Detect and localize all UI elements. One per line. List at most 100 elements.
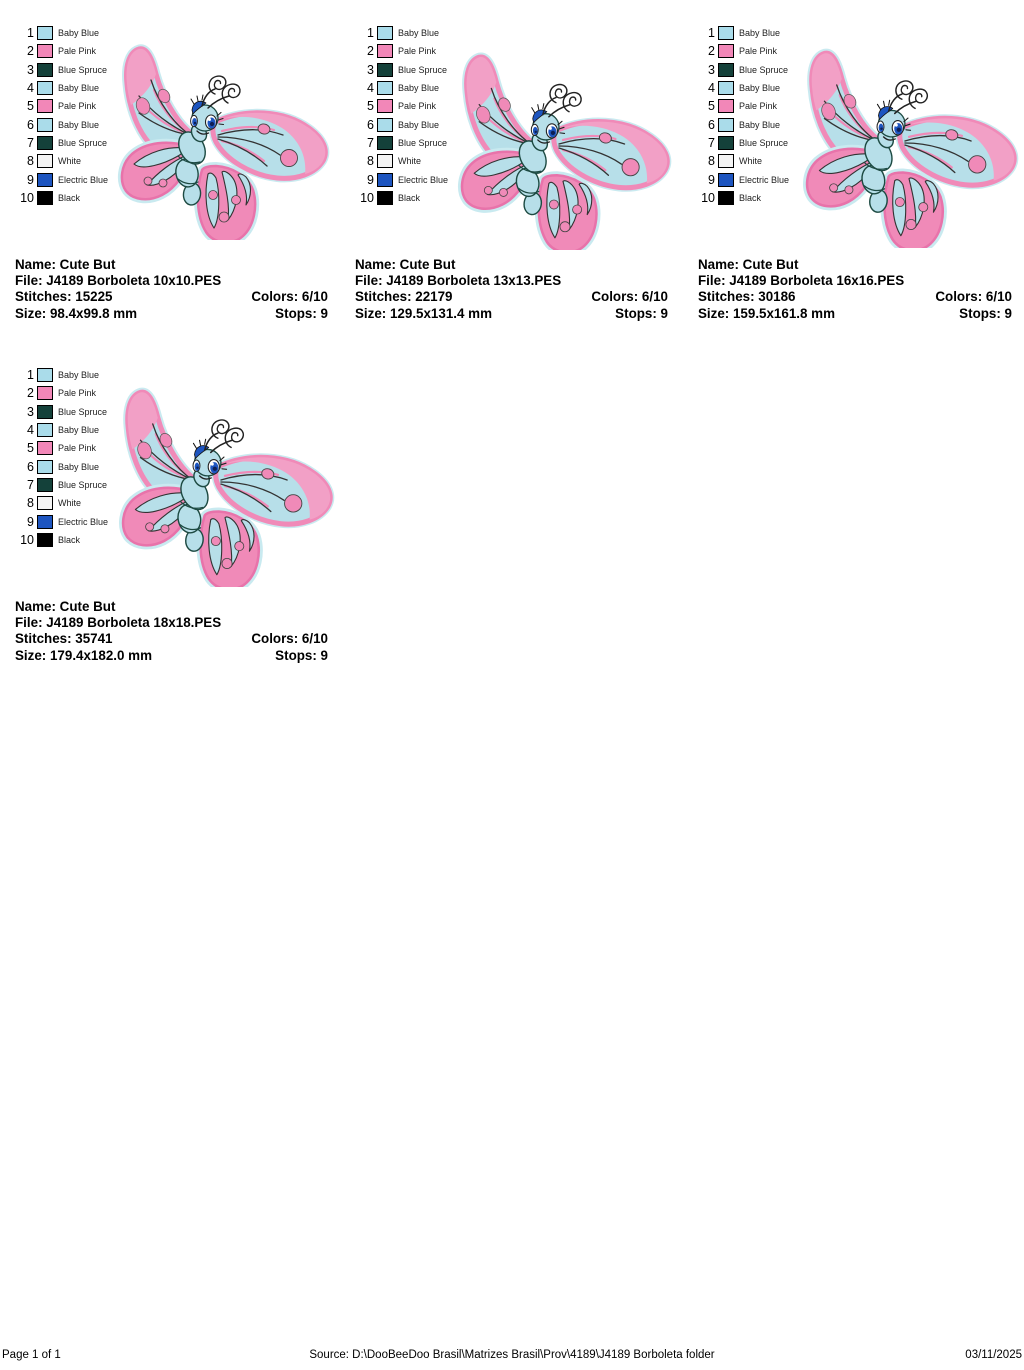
- design-file: File: J4189 Borboleta 18x18.PES: [15, 615, 222, 631]
- legend-label: Blue Spruce: [58, 479, 108, 490]
- legend-label: Pale Pink: [58, 443, 97, 454]
- legend-label: Black: [58, 534, 81, 545]
- legend-row: 6 Baby Blue: [691, 115, 789, 133]
- legend-row: 4 Baby Blue: [350, 79, 448, 97]
- color-swatch: [718, 154, 734, 169]
- legend-label: Baby Blue: [58, 370, 100, 381]
- legend-label: Baby Blue: [58, 83, 100, 94]
- design-info: Name: Cute But File: J4189 Borboleta 13x…: [355, 257, 668, 322]
- legend-number: 7: [367, 135, 374, 150]
- legend-row: 7 Blue Spruce: [10, 476, 108, 494]
- color-swatch: [377, 117, 393, 132]
- color-swatch: [37, 477, 53, 492]
- color-swatch: [37, 62, 53, 77]
- legend-row: 2 Pale Pink: [691, 42, 789, 60]
- color-swatch: [37, 423, 53, 438]
- design-name: Name: Cute But: [15, 599, 116, 614]
- thread-color-legend: 1 Baby Blue 2 Pale Pink 3 Blue Spruce 4 …: [350, 24, 448, 207]
- legend-number: 1: [27, 26, 34, 41]
- design-info: Name: Cute But File: J4189 Borboleta 16x…: [698, 257, 1012, 322]
- legend-label: Blue Spruce: [58, 137, 108, 148]
- color-swatch: [377, 135, 393, 150]
- legend-number: 6: [27, 117, 34, 132]
- legend-label: Baby Blue: [739, 119, 781, 130]
- legend-number: 10: [701, 190, 715, 205]
- legend-number: 2: [27, 386, 34, 401]
- legend-number: 4: [367, 81, 374, 96]
- legend-label: Electric Blue: [58, 174, 109, 185]
- legend-row: 3 Blue Spruce: [10, 403, 108, 421]
- legend-number: 8: [27, 496, 34, 511]
- design-colors: Colors: 6/10: [935, 289, 1012, 305]
- color-swatch: [377, 26, 393, 41]
- color-swatch: [37, 117, 53, 132]
- legend-label: White: [398, 156, 422, 167]
- legend-row: 10 Black: [691, 189, 789, 207]
- legend-label: Pale Pink: [398, 46, 437, 57]
- legend-row: 1 Baby Blue: [350, 24, 448, 42]
- legend-row: 5 Pale Pink: [691, 97, 789, 115]
- butterfly-design-preview: [797, 38, 1021, 248]
- color-swatch: [718, 26, 734, 41]
- color-swatch: [37, 190, 53, 205]
- legend-number: 10: [20, 532, 34, 547]
- color-swatch: [37, 404, 53, 419]
- legend-number: 2: [27, 44, 34, 59]
- print-date: 03/11/2025: [965, 1349, 1022, 1361]
- legend-number: 9: [27, 172, 34, 187]
- color-swatch: [377, 154, 393, 169]
- legend-number: 3: [367, 62, 374, 77]
- color-swatch: [718, 172, 734, 187]
- page-footer: Page 1 of 1 Source: D:\DooBeeDoo Brasil\…: [0, 1349, 1024, 1365]
- design-stops: Stops: 9: [275, 305, 328, 321]
- legend-number: 1: [27, 368, 34, 383]
- legend-number: 7: [27, 135, 34, 150]
- legend-row: 10 Black: [10, 189, 108, 207]
- design-info: Name: Cute But File: J4189 Borboleta 18x…: [15, 599, 328, 664]
- design-stitches: Stitches: 35741: [15, 631, 113, 647]
- color-swatch: [377, 99, 393, 114]
- legend-label: Blue Spruce: [58, 64, 108, 75]
- legend-row: 5 Pale Pink: [10, 97, 108, 115]
- design-file: File: J4189 Borboleta 13x13.PES: [355, 273, 562, 289]
- color-swatch: [718, 135, 734, 150]
- legend-row: 5 Pale Pink: [350, 97, 448, 115]
- legend-row: 1 Baby Blue: [10, 366, 108, 384]
- legend-label: Baby Blue: [739, 28, 781, 39]
- color-swatch: [377, 81, 393, 96]
- legend-number: 6: [708, 117, 715, 132]
- legend-number: 5: [27, 441, 34, 456]
- legend-label: Electric Blue: [58, 516, 109, 527]
- legend-row: 7 Blue Spruce: [691, 134, 789, 152]
- legend-label: Baby Blue: [398, 83, 440, 94]
- color-swatch: [718, 44, 734, 59]
- legend-label: Pale Pink: [58, 101, 97, 112]
- legend-label: Blue Spruce: [398, 64, 448, 75]
- legend-row: 6 Baby Blue: [350, 115, 448, 133]
- legend-label: Baby Blue: [58, 119, 100, 130]
- legend-number: 9: [708, 172, 715, 187]
- legend-row: 5 Pale Pink: [10, 439, 108, 457]
- legend-number: 1: [708, 26, 715, 41]
- legend-label: Pale Pink: [739, 46, 778, 57]
- color-swatch: [37, 532, 53, 547]
- legend-row: 7 Blue Spruce: [350, 134, 448, 152]
- legend-label: White: [58, 156, 82, 167]
- legend-row: 7 Blue Spruce: [10, 134, 108, 152]
- color-swatch: [37, 441, 53, 456]
- thread-color-legend: 1 Baby Blue 2 Pale Pink 3 Blue Spruce 4 …: [10, 366, 108, 549]
- color-swatch: [37, 26, 53, 41]
- color-swatch: [37, 154, 53, 169]
- legend-row: 2 Pale Pink: [350, 42, 448, 60]
- legend-row: 10 Black: [350, 189, 448, 207]
- design-info: Name: Cute But File: J4189 Borboleta 10x…: [15, 257, 328, 322]
- legend-row: 2 Pale Pink: [10, 42, 108, 60]
- design-size: Size: 179.4x182.0 mm: [15, 647, 152, 663]
- legend-label: Baby Blue: [739, 83, 781, 94]
- design-colors: Colors: 6/10: [251, 289, 328, 305]
- legend-number: 4: [708, 81, 715, 96]
- legend-number: 8: [27, 154, 34, 169]
- page-number: Page 1 of 1: [2, 1349, 61, 1361]
- legend-number: 3: [27, 404, 34, 419]
- legend-label: Pale Pink: [58, 388, 97, 399]
